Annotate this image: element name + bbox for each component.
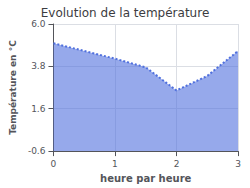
svg-text:6.0: 6.0 <box>31 19 46 29</box>
svg-text:-0.6: -0.6 <box>28 146 46 156</box>
svg-text:Evolution de la température: Evolution de la température <box>41 6 210 20</box>
svg-text:1: 1 <box>112 159 118 169</box>
svg-text:1.6: 1.6 <box>31 104 46 114</box>
svg-text:3.8: 3.8 <box>31 61 46 71</box>
svg-text:3: 3 <box>235 159 241 169</box>
svg-text:2: 2 <box>174 159 180 169</box>
svg-text:Température en °C: Température en °C <box>8 40 18 135</box>
svg-text:heure par heure: heure par heure <box>100 173 191 184</box>
svg-text:0: 0 <box>51 159 57 169</box>
